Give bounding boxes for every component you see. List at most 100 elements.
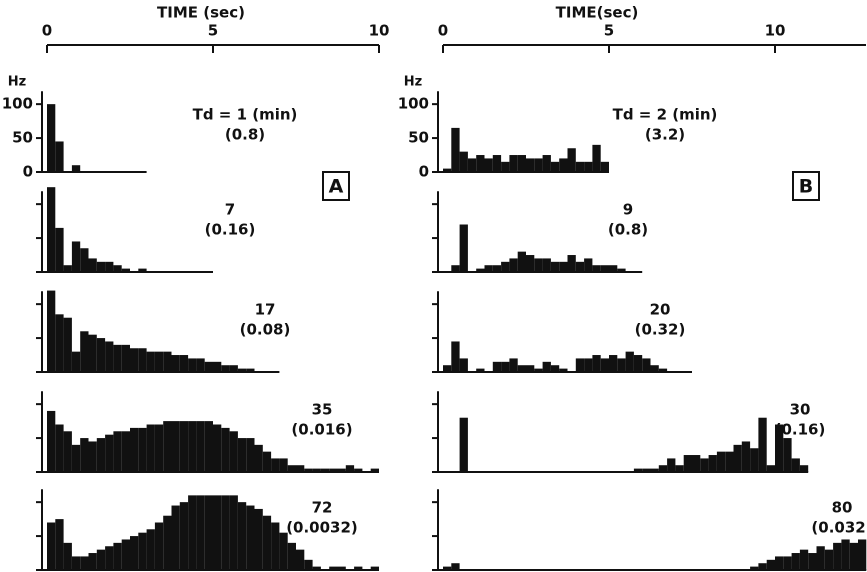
- bar: [451, 563, 460, 570]
- bar: [354, 566, 363, 570]
- y-tick-label: 50: [408, 129, 429, 147]
- bar: [600, 161, 609, 172]
- bar: [271, 458, 280, 472]
- bar: [204, 361, 213, 372]
- bar: [55, 141, 64, 172]
- bar: [229, 495, 238, 570]
- bar: [88, 334, 97, 372]
- bar: [534, 368, 543, 372]
- y-tick-label: 50: [12, 129, 33, 147]
- annotation: Td = 2 (min): [613, 106, 718, 124]
- bar: [47, 522, 56, 570]
- bar: [700, 458, 709, 472]
- bar: [501, 161, 510, 172]
- bar: [559, 158, 568, 172]
- bar: [459, 151, 468, 172]
- bar: [370, 468, 379, 472]
- bar: [633, 468, 643, 472]
- bar: [337, 468, 346, 472]
- bar: [80, 331, 89, 372]
- bar: [443, 168, 452, 172]
- annotation: (3.2): [645, 126, 685, 144]
- bar: [750, 566, 759, 570]
- bar: [221, 427, 230, 472]
- bar: [163, 421, 172, 472]
- bar: [575, 161, 585, 172]
- x-axis-title: TIME(sec): [556, 4, 639, 22]
- bar: [271, 522, 280, 570]
- bar: [304, 559, 313, 570]
- bar: [221, 365, 230, 372]
- bar: [262, 515, 272, 570]
- bar: [146, 529, 155, 570]
- bar: [633, 355, 643, 372]
- bar: [451, 127, 460, 172]
- bar: [105, 341, 114, 372]
- bar: [550, 261, 560, 272]
- bar: [312, 468, 321, 472]
- bar: [179, 355, 189, 372]
- annotation: (0.16): [775, 421, 826, 439]
- x-tick-label: 10: [369, 22, 390, 40]
- bar: [88, 553, 97, 570]
- bar: [345, 465, 355, 472]
- bar: [88, 441, 97, 472]
- bar: [80, 556, 89, 570]
- bar: [476, 368, 485, 372]
- bar: [138, 532, 147, 570]
- bar: [542, 155, 551, 172]
- bar: [105, 261, 114, 272]
- bar: [88, 258, 97, 272]
- bar: [467, 158, 477, 172]
- bar: [675, 465, 684, 472]
- bar: [171, 355, 180, 372]
- bar: [55, 424, 64, 472]
- bar: [443, 566, 452, 570]
- bar: [858, 539, 867, 570]
- bar: [279, 532, 288, 570]
- annotation: (0.32): [635, 321, 686, 339]
- bar: [55, 314, 64, 372]
- annotation: 20: [650, 301, 671, 319]
- bar: [171, 421, 180, 472]
- bar: [354, 468, 363, 472]
- bar: [80, 438, 89, 472]
- annotation: 17: [255, 301, 276, 319]
- bar: [105, 434, 114, 472]
- bar: [188, 358, 197, 372]
- panel-box: [792, 171, 820, 201]
- bar: [716, 451, 726, 472]
- bar: [179, 502, 189, 570]
- bar: [575, 358, 585, 372]
- bar: [204, 495, 213, 570]
- bar: [775, 424, 784, 472]
- bar: [849, 542, 858, 570]
- bar: [816, 546, 825, 570]
- bar: [584, 161, 593, 172]
- bar: [683, 455, 692, 472]
- bar: [296, 465, 305, 472]
- panel-label: B: [799, 176, 813, 198]
- x-tick-label: 5: [604, 22, 614, 40]
- bar: [63, 542, 72, 570]
- bar: [71, 351, 81, 372]
- bar: [526, 255, 535, 272]
- bar: [47, 187, 56, 272]
- bar: [492, 155, 502, 172]
- bar: [188, 495, 197, 570]
- bar: [808, 553, 817, 570]
- bar: [501, 261, 510, 272]
- bar: [484, 158, 493, 172]
- bar: [550, 161, 560, 172]
- bar: [262, 451, 272, 472]
- bar: [130, 348, 139, 372]
- bar: [459, 224, 468, 272]
- bar: [476, 155, 485, 172]
- bar: [337, 566, 346, 570]
- annotation: 72: [312, 499, 333, 517]
- bar: [130, 427, 139, 472]
- bar: [658, 368, 668, 372]
- bar: [188, 421, 197, 472]
- bar: [130, 536, 139, 570]
- bar: [534, 158, 543, 172]
